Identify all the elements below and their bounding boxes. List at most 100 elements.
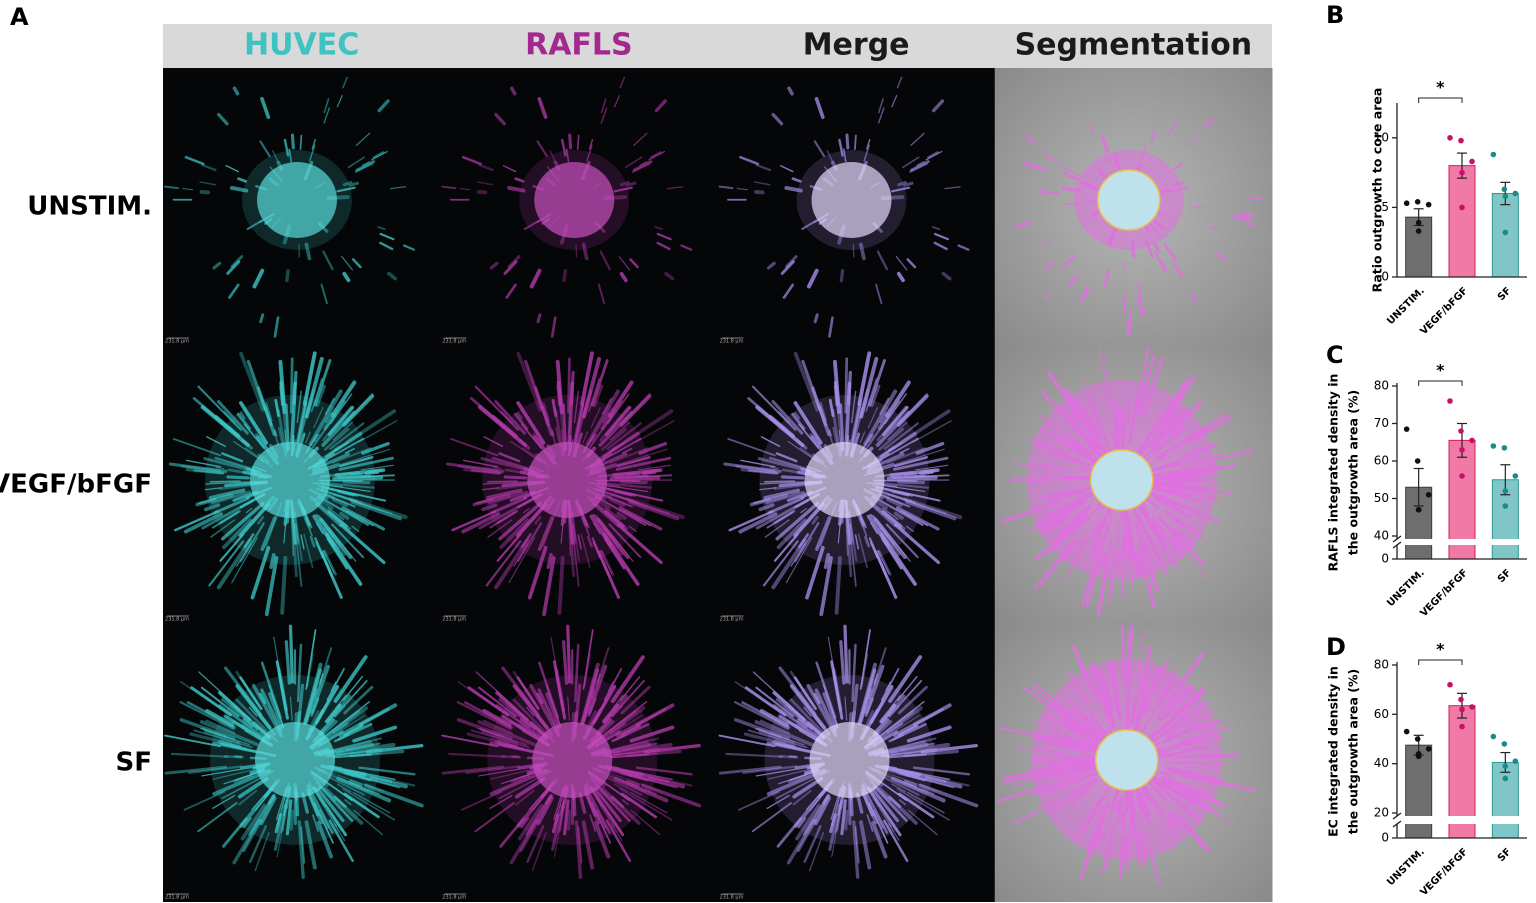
cell-process [795, 803, 821, 841]
data-point [1403, 728, 1410, 735]
cell-process [326, 668, 345, 701]
cell-process [250, 545, 271, 600]
cell-process [895, 506, 940, 531]
cell-process [906, 725, 952, 743]
cell-process [520, 717, 537, 732]
cell-process [361, 441, 390, 455]
cell-process [478, 686, 517, 718]
cell-process [592, 684, 617, 725]
cell-process [859, 820, 872, 870]
cell-process [588, 378, 600, 413]
y-tick-label: 5 [1381, 200, 1389, 214]
cell-process [592, 522, 601, 535]
cell-process [204, 730, 241, 744]
data-point [1458, 137, 1464, 144]
cell-process [441, 734, 499, 748]
cell-process [214, 456, 255, 471]
cell-process [242, 718, 254, 729]
cell-process [845, 133, 850, 150]
cell-process [858, 518, 868, 537]
cell-process [1079, 285, 1090, 303]
cell-process [831, 799, 843, 858]
data-point [1414, 199, 1421, 205]
cell-process [621, 799, 629, 806]
cell-process [245, 507, 253, 514]
cell-process [372, 151, 385, 159]
cell-process [844, 357, 849, 414]
cell-process [360, 464, 394, 471]
cell-process [892, 734, 904, 741]
cell-process [201, 164, 217, 172]
cell-process [920, 743, 978, 754]
cell-process [319, 673, 324, 685]
cell-process [589, 514, 613, 547]
cell-process [185, 459, 222, 468]
cell-process [1068, 274, 1078, 287]
cell-process [332, 447, 372, 464]
cell-process [478, 164, 494, 172]
core-mask [1097, 169, 1161, 231]
cell-process [577, 534, 582, 550]
cell-process [941, 271, 952, 281]
scale-bar-label: 231.8 µm [720, 617, 744, 623]
spheroid-core [809, 722, 890, 798]
cell-process [329, 393, 353, 425]
cell-process [516, 502, 548, 538]
cell-process [199, 189, 211, 195]
cell-process [478, 768, 519, 777]
cell-process [318, 717, 335, 735]
cell-process [916, 161, 925, 167]
cell-process [803, 706, 812, 717]
cell-process [608, 523, 642, 559]
cell-process [1215, 253, 1227, 261]
cell-process [620, 680, 645, 707]
cell-process [744, 686, 787, 717]
cell-process [205, 719, 236, 735]
significance-star: * [1436, 640, 1445, 659]
cell-process [315, 513, 334, 538]
cell-process [888, 655, 923, 703]
cell-process [498, 501, 542, 541]
cell-process [915, 441, 945, 455]
cell-process [290, 512, 295, 557]
y-tick-label: 80 [1374, 658, 1389, 672]
cell-process [231, 720, 250, 732]
cell-process [304, 242, 312, 261]
cell-process [931, 226, 941, 231]
cell-process [1172, 262, 1184, 277]
cell-process [331, 523, 365, 559]
cell-process [336, 186, 356, 193]
cell-process [793, 401, 823, 445]
cell-process [814, 97, 825, 119]
cell-process [206, 436, 226, 447]
cell-process [601, 493, 633, 508]
data-point [1447, 398, 1453, 404]
cell-process [332, 497, 349, 508]
cell-process [279, 380, 285, 407]
cell-process [553, 799, 566, 858]
cell-process [1123, 294, 1126, 314]
cell-process [284, 640, 291, 685]
cell-process [800, 507, 807, 514]
cell-process [219, 533, 245, 562]
cell-process [323, 107, 331, 124]
cell-process [604, 507, 622, 520]
cell-process [610, 421, 631, 441]
cell-process [859, 431, 866, 444]
cell-process [586, 144, 593, 162]
cell-process [797, 717, 814, 732]
cell-process [890, 776, 946, 803]
cell-process [329, 422, 365, 450]
cell-process [333, 823, 346, 842]
cell-process [323, 526, 347, 556]
cell-process [718, 734, 776, 748]
y-tick-label: 50 [1374, 491, 1389, 505]
cell-process [312, 514, 336, 547]
cell-process [1150, 129, 1157, 143]
cell-process [198, 671, 241, 710]
cell-process [193, 469, 225, 475]
cell-process [791, 177, 802, 183]
cell-process [336, 776, 392, 803]
scale-bar-label: 231.8 µm [442, 617, 466, 623]
cell-process [523, 219, 541, 230]
